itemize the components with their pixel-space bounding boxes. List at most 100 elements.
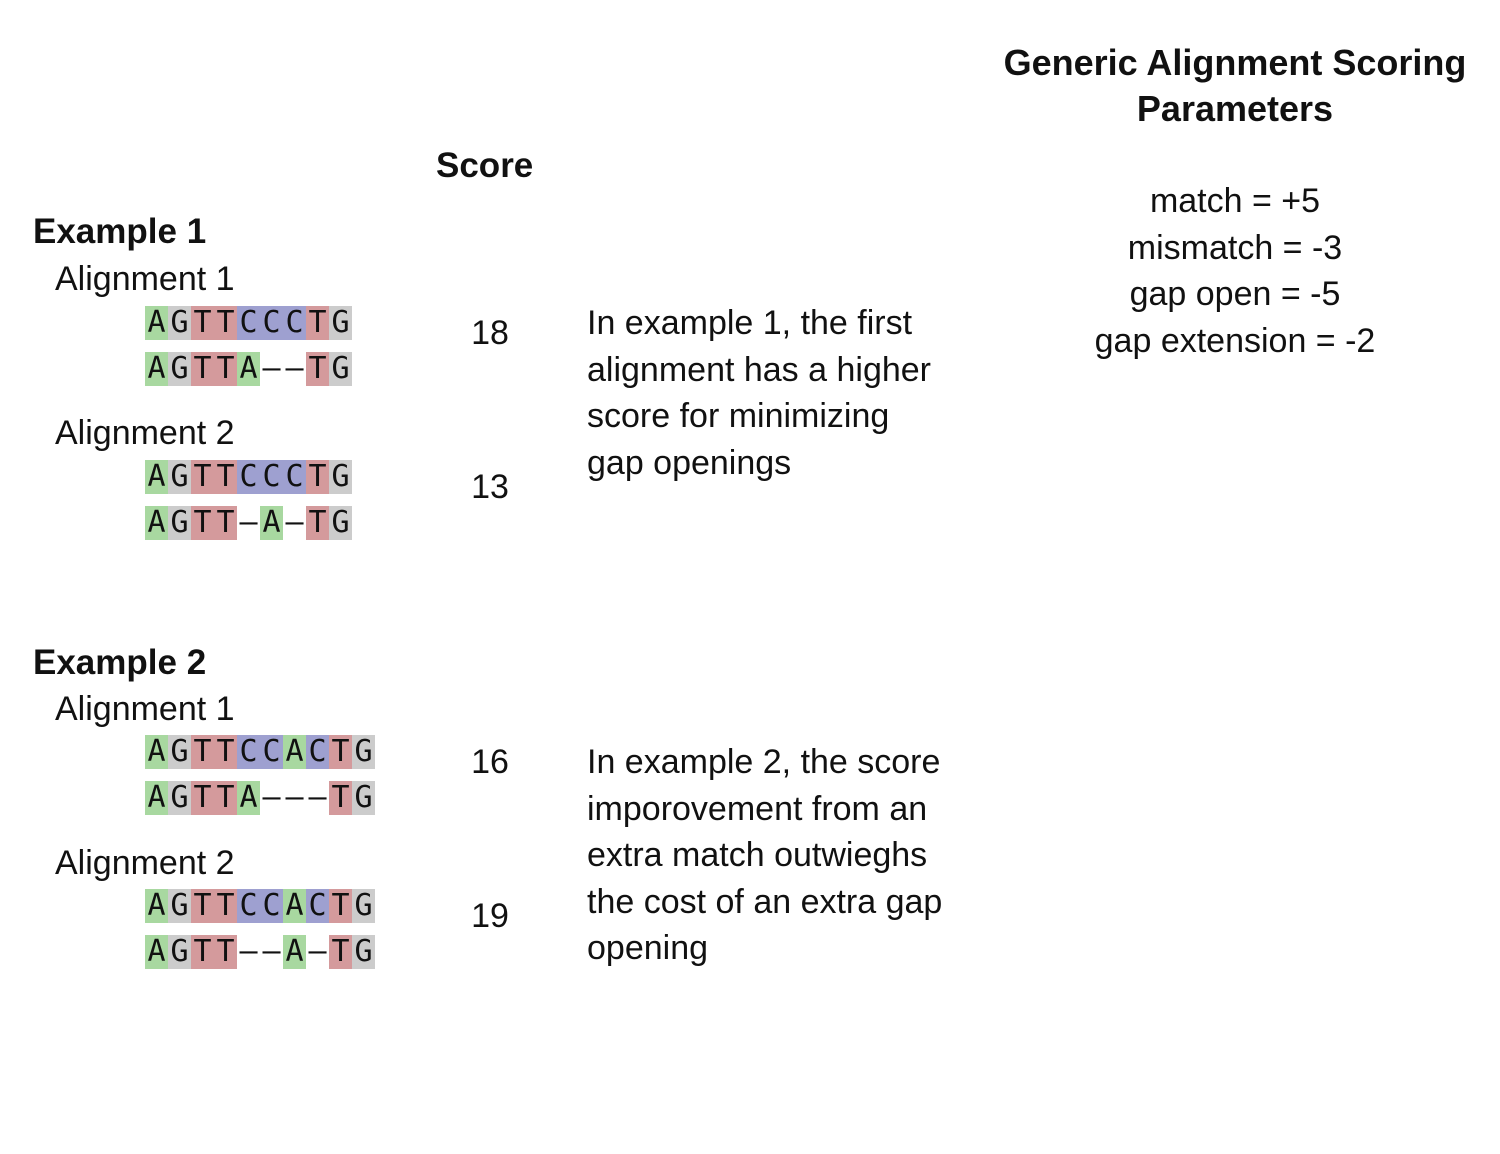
example-2-description-line: opening — [587, 929, 709, 967]
residue-C: C — [306, 889, 329, 923]
residue-T: T — [191, 735, 214, 769]
gap-residue: – — [285, 505, 304, 540]
gap-residue: – — [262, 351, 281, 386]
residue-T: T — [214, 889, 237, 923]
residue-C: C — [260, 889, 283, 923]
example-2-description-line: the cost of an extra gap — [587, 882, 943, 921]
residue-C: C — [306, 735, 329, 769]
residue-T: T — [214, 781, 237, 815]
residue-T: T — [191, 889, 214, 923]
residue-C: C — [283, 306, 306, 340]
residue-T: T — [191, 306, 214, 340]
gap-residue: – — [262, 780, 281, 815]
residue-G: G — [168, 889, 191, 923]
residue-T: T — [329, 889, 352, 923]
residue-A: A — [283, 935, 306, 969]
example-2-alignment-2-label: Alignment 2 — [55, 844, 235, 882]
residue-G: G — [168, 506, 191, 540]
residue-T: T — [306, 460, 329, 494]
example-2-description: In example 2, the score imporovement fro… — [587, 739, 1017, 972]
residue-G: G — [352, 889, 375, 923]
residue-G: G — [168, 306, 191, 340]
example-1-description-line: score for minimizing — [587, 397, 890, 435]
example-2-alignment-2-bottom-sequence: A G T T – – A – T G — [145, 935, 375, 969]
params-title-line-2: Parameters — [1136, 88, 1334, 129]
residue-T: T — [329, 735, 352, 769]
params-list: match = +5 mismatch = -3 gap open = -5 g… — [1025, 178, 1445, 364]
example-2-alignment-1-label: Alignment 1 — [55, 690, 235, 728]
residue-G: G — [168, 352, 191, 386]
gap-residue: – — [285, 780, 304, 815]
residue-T: T — [191, 506, 214, 540]
residue-T: T — [191, 935, 214, 969]
example-2-description-line: extra match outwieghs — [587, 836, 928, 874]
residue-T: T — [214, 935, 237, 969]
residue-G: G — [329, 352, 352, 386]
residue-A: A — [145, 306, 168, 340]
example-1-description: In example 1, the first alignment has a … — [587, 300, 1017, 486]
example-1-description-line: In example 1, the first — [587, 304, 913, 342]
example-1-alignment-2-bottom-sequence: A G T T – A – T G — [145, 506, 352, 540]
gap-residue: – — [308, 780, 327, 815]
residue-T: T — [191, 352, 214, 386]
example-2-description-line: imporovement from an — [587, 789, 928, 828]
param-gap-open: gap open = -5 — [1129, 275, 1341, 313]
residue-A: A — [237, 352, 260, 386]
residue-C: C — [237, 460, 260, 494]
residue-G: G — [168, 781, 191, 815]
gap-residue: – — [308, 934, 327, 969]
residue-C: C — [283, 460, 306, 494]
example-2-description-line: In example 2, the score — [587, 743, 941, 781]
residue-C: C — [260, 460, 283, 494]
example-1-description-line: alignment has a higher — [587, 350, 932, 389]
residue-T: T — [214, 306, 237, 340]
residue-A: A — [145, 935, 168, 969]
gap-residue: – — [262, 934, 281, 969]
example-1-alignment-1-score: 18 — [471, 314, 509, 352]
residue-G: G — [329, 506, 352, 540]
residue-T: T — [191, 781, 214, 815]
residue-C: C — [260, 735, 283, 769]
param-match: match = +5 — [1149, 182, 1321, 220]
example-2-alignment-1-score: 16 — [471, 743, 509, 781]
residue-T: T — [214, 352, 237, 386]
params-title-line-1: Generic Alignment Scoring — [1003, 42, 1467, 83]
residue-G: G — [352, 735, 375, 769]
residue-T: T — [214, 506, 237, 540]
example-1-description-line: gap openings — [587, 443, 792, 482]
score-header: Score — [436, 146, 534, 185]
residue-G: G — [352, 781, 375, 815]
residue-T: T — [329, 935, 352, 969]
example-2-alignment-2-score: 19 — [471, 897, 509, 935]
example-1-alignment-2-score: 13 — [471, 468, 509, 506]
residue-G: G — [168, 935, 191, 969]
residue-T: T — [329, 781, 352, 815]
residue-C: C — [237, 889, 260, 923]
residue-T: T — [306, 306, 329, 340]
residue-G: G — [168, 460, 191, 494]
residue-T: T — [306, 506, 329, 540]
residue-A: A — [145, 735, 168, 769]
residue-T: T — [214, 735, 237, 769]
residue-A: A — [260, 506, 283, 540]
gap-residue: – — [239, 505, 258, 540]
gap-residue: – — [285, 351, 304, 386]
residue-A: A — [237, 781, 260, 815]
residue-A: A — [283, 889, 306, 923]
residue-A: A — [145, 460, 168, 494]
residue-T: T — [306, 352, 329, 386]
residue-T: T — [191, 460, 214, 494]
residue-A: A — [145, 352, 168, 386]
residue-C: C — [237, 306, 260, 340]
residue-G: G — [329, 306, 352, 340]
example-1-alignment-1-label: Alignment 1 — [55, 260, 235, 298]
gap-residue: – — [239, 934, 258, 969]
residue-G: G — [352, 935, 375, 969]
example-1-alignment-1-bottom-sequence: A G T T A – – T G — [145, 352, 352, 386]
residue-A: A — [145, 889, 168, 923]
residue-G: G — [329, 460, 352, 494]
